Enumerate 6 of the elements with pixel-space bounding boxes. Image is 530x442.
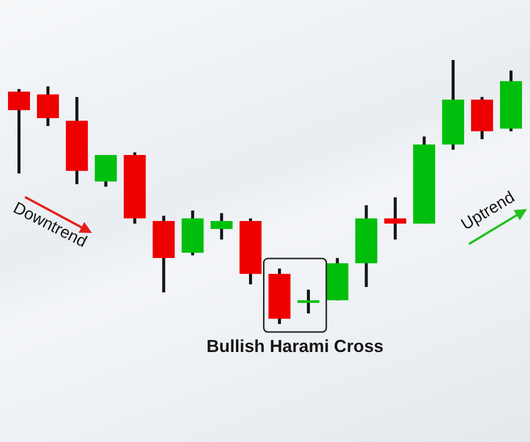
candlestick xyxy=(384,197,406,240)
candlestick xyxy=(210,213,233,240)
text: Bullish Harami Cross xyxy=(206,336,384,356)
candlestick xyxy=(297,290,320,314)
candlestick xyxy=(8,89,30,174)
candlestick xyxy=(36,86,59,126)
